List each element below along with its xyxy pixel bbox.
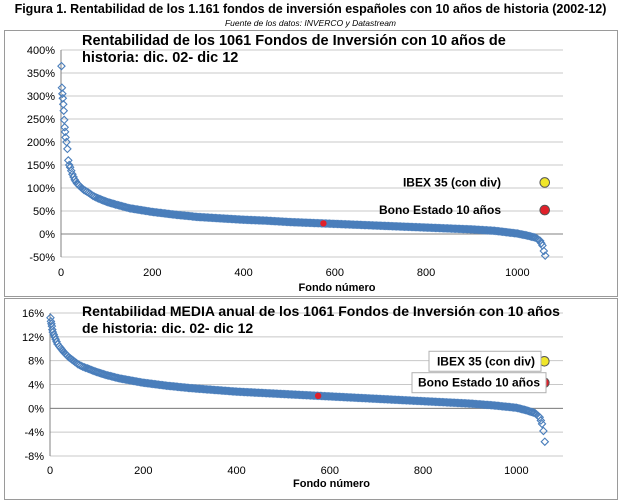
fondo-point bbox=[46, 316, 56, 326]
fondo-point bbox=[528, 232, 538, 242]
y-tick-label: 50% bbox=[33, 206, 55, 218]
y-tick-label: -8% bbox=[24, 451, 44, 463]
y-tick-label: -4% bbox=[24, 427, 44, 439]
annotation-bono: Bono Estado 10 años bbox=[379, 203, 501, 217]
x-tick-label: 0 bbox=[47, 465, 53, 477]
fondo-point bbox=[537, 419, 547, 429]
fondo-point bbox=[59, 115, 69, 125]
y-tick-label: 150% bbox=[27, 160, 55, 172]
y-tick-label: 4% bbox=[28, 380, 44, 392]
fondo-point bbox=[47, 325, 57, 335]
fondo-point bbox=[60, 122, 70, 132]
x-tick-label: 400 bbox=[227, 465, 245, 477]
figure-source: Fuente de los datos: INVERCO y Datastrea… bbox=[224, 18, 397, 28]
fondo-point bbox=[57, 89, 67, 99]
annotation-box bbox=[411, 372, 547, 394]
fondo-point bbox=[63, 156, 73, 165]
fondo-point bbox=[527, 407, 537, 417]
annotation-ibex: IBEX 35 (con div) bbox=[403, 175, 501, 189]
x-tick-label: 200 bbox=[134, 465, 152, 477]
x-tick-label: 800 bbox=[417, 267, 435, 279]
chart-bottom-svg: -8% -4% 0% 4% 8% 12% 16% 0 200 400 600 800 1000 Fondo… bbox=[22, 308, 563, 490]
y-tick-label: 8% bbox=[28, 356, 44, 368]
y-tick-label: 0% bbox=[28, 403, 44, 415]
fondo-point bbox=[63, 144, 72, 154]
figure-title: Figura 1. Rentabilidad de los 1.161 fond… bbox=[14, 2, 607, 16]
x-axis-label: Fondo número bbox=[293, 478, 370, 490]
bono-fondo-point bbox=[314, 392, 322, 400]
y-tick-label: 16% bbox=[22, 308, 44, 320]
fondo-point bbox=[60, 127, 70, 137]
fondo-point bbox=[66, 166, 76, 176]
annotation-box bbox=[428, 350, 542, 372]
x-tick-label: 800 bbox=[414, 465, 432, 477]
x-tick-label: 600 bbox=[321, 465, 339, 477]
fondo-point bbox=[81, 363, 91, 373]
x-tick-label: 200 bbox=[143, 267, 161, 279]
fondo-point bbox=[540, 251, 550, 260]
annotation-bono: Bono Estado 10 años bbox=[418, 376, 540, 390]
chart-top-title: Rentabilidad de los 1061 Fondos de Inver… bbox=[82, 33, 506, 66]
fondo-point bbox=[536, 416, 546, 425]
chart-panel-bottom: -8% -4% 0% 4% 8% 12% 16% 0 200 400 600 800 1000 Fondo… bbox=[4, 298, 618, 500]
bono-fondo-point bbox=[320, 220, 327, 227]
fondo-point bbox=[61, 133, 70, 142]
y-tick-label: 200% bbox=[27, 137, 55, 149]
ibex-point bbox=[539, 177, 551, 188]
fondo-point bbox=[59, 106, 69, 116]
y-tick-label: -50% bbox=[29, 252, 55, 264]
chart-bottom-title: Rentabilidad MEDIA anual de los 1061 Fon… bbox=[82, 303, 560, 336]
x-axis-label: Fondo número bbox=[299, 282, 376, 294]
y-tick-label: 12% bbox=[22, 332, 44, 344]
fondo-point bbox=[65, 162, 75, 172]
x-tick-label: 400 bbox=[234, 267, 252, 279]
x-tick-label: 0 bbox=[58, 267, 64, 279]
annotation-ibex: IBEX 35 (con div) bbox=[437, 354, 535, 368]
y-tick-label: 350% bbox=[27, 68, 55, 80]
y-tick-label: 400% bbox=[27, 45, 55, 57]
y-tick-label: 250% bbox=[27, 114, 55, 126]
fondo-point bbox=[57, 61, 66, 71]
x-tick-label: 600 bbox=[326, 267, 344, 279]
fondo-point bbox=[539, 246, 549, 256]
y-tick-label: 0% bbox=[39, 229, 55, 241]
chart-top-svg: -50% 0% 50% 100% 150% 200% 250% 300% 350% 400% 0 20… bbox=[27, 45, 563, 294]
y-tick-label: 100% bbox=[27, 183, 55, 195]
x-tick-label: 1000 bbox=[504, 465, 528, 477]
chart-panel-top: -50% 0% 50% 100% 150% 200% 250% 300% 350% 400% 0 20… bbox=[4, 30, 618, 297]
fondo-point bbox=[536, 238, 546, 248]
fondo-point bbox=[535, 412, 545, 422]
y-tick-label: 300% bbox=[27, 91, 55, 103]
bono-point bbox=[539, 204, 551, 216]
x-tick-label: 1000 bbox=[505, 267, 529, 279]
fondo-point bbox=[540, 437, 550, 447]
fondo-point bbox=[539, 426, 548, 436]
